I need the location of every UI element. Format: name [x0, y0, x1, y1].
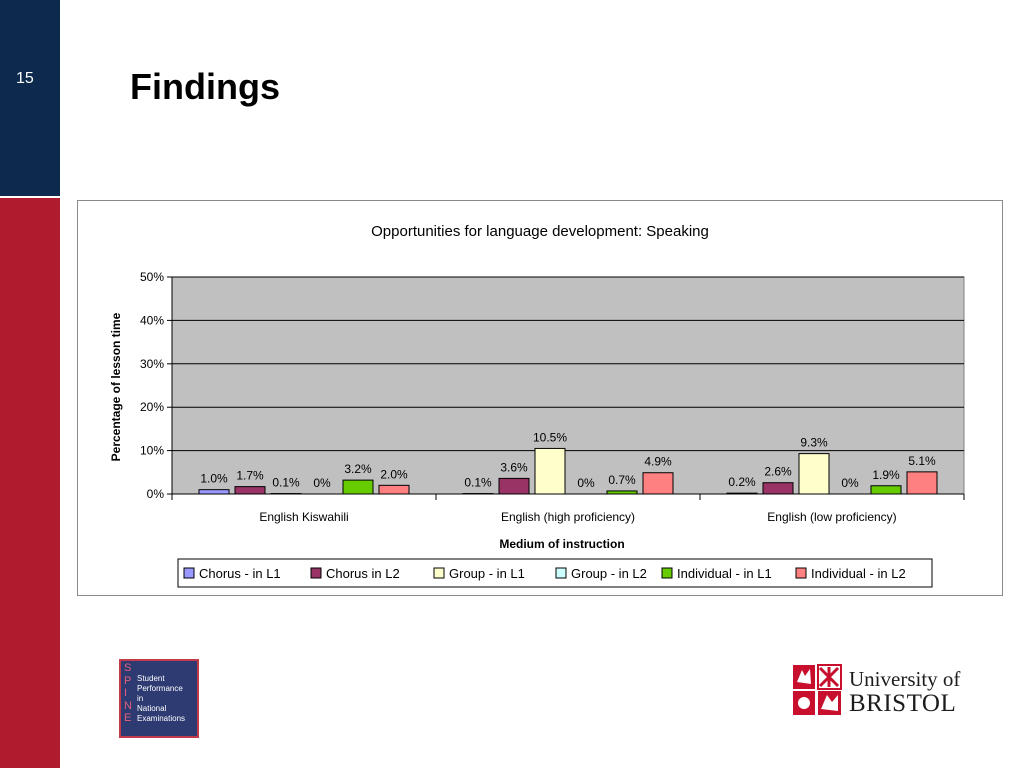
legend-swatch	[661, 567, 673, 579]
spine-letter: I	[124, 687, 128, 699]
data-label: 0%	[841, 476, 859, 490]
data-label: 1.9%	[872, 468, 900, 482]
bar	[498, 477, 530, 495]
legend-swatch	[183, 567, 195, 579]
plot-background	[171, 276, 965, 495]
legend-swatch	[310, 567, 322, 579]
data-label: 1.7%	[236, 469, 264, 483]
sidebar-bottom-band	[0, 198, 60, 768]
data-label: 0.2%	[728, 475, 756, 489]
spine-letter: E	[124, 712, 132, 724]
legend-entry: Group - in L1	[449, 566, 525, 581]
data-label: 1.0%	[200, 472, 228, 486]
legend-swatch	[433, 567, 445, 579]
spine-letter: P	[124, 674, 132, 687]
y-tick-label: 20%	[140, 400, 164, 414]
bristol-crest-icon	[793, 664, 842, 715]
y-tick-label: 50%	[140, 270, 164, 284]
x-tick-label: English (low proficiency)	[767, 510, 896, 524]
spine-word: Performance	[137, 684, 183, 693]
slide-number: 15	[16, 70, 34, 87]
plot-area: 0% 10% 20% 30% 40% 50% English Kiswahili 1.0% 1.…	[140, 270, 965, 524]
data-label: 4.9%	[644, 455, 672, 469]
y-tick-label: 10%	[140, 444, 164, 458]
y-tick-label: 0%	[147, 487, 165, 501]
bar	[906, 471, 938, 495]
sidebar-top-band	[0, 0, 60, 196]
data-label: 0%	[577, 476, 595, 490]
legend-entry: Group - in L2	[571, 566, 647, 581]
data-label: 0%	[313, 476, 331, 490]
data-label: 3.2%	[344, 462, 372, 476]
legend-entry: Individual - in L2	[811, 566, 906, 581]
x-tick-label: English (high proficiency)	[501, 510, 635, 524]
bristol-logo-line1: University of	[849, 667, 961, 691]
data-label: 0.1%	[272, 476, 300, 490]
legend-entry: Individual - in L1	[677, 566, 772, 581]
spine-logo-words: Student Performance in National Examinat…	[137, 674, 185, 724]
x-tick-label: English Kiswahili	[259, 510, 348, 524]
legend-swatch	[555, 567, 567, 579]
legend-swatch	[795, 567, 807, 579]
spine-word: in	[137, 694, 144, 703]
spine-word: Student	[137, 674, 165, 683]
bristol-logo-line2: BRISTOL	[849, 690, 957, 717]
data-label: 10.5%	[533, 430, 567, 444]
data-label: 3.6%	[500, 460, 528, 474]
bar-chart: Opportunities for language development: …	[109, 223, 965, 588]
bar	[606, 490, 638, 495]
university-of-bristol-logo: University of BRISTOL	[792, 664, 982, 720]
slide-title: Findings	[130, 66, 280, 107]
spine-letter: N	[124, 699, 132, 712]
bar	[642, 472, 674, 495]
data-label: 2.6%	[764, 465, 792, 479]
legend-entry: Chorus - in L1	[199, 566, 281, 581]
y-tick-label: 30%	[140, 357, 164, 371]
bar	[234, 486, 266, 495]
spine-logo-letters: S P I N E	[124, 662, 134, 725]
bar	[762, 482, 794, 495]
legend-entry: Chorus in L2	[326, 566, 400, 581]
data-label: 0.1%	[464, 476, 492, 490]
spine-logo: S P I N E Student Performance in Nationa…	[119, 659, 199, 738]
data-label: 2.0%	[380, 467, 408, 481]
spine-word: Examinations	[137, 714, 186, 723]
chart-legend: Chorus - in L1 Chorus in L2 Group - in L1 G…	[177, 558, 933, 588]
chart-title: Opportunities for language development: …	[371, 223, 709, 240]
spine-word: National	[137, 704, 167, 713]
bar	[870, 485, 902, 495]
y-tick-label: 40%	[140, 313, 164, 327]
spine-letter: S	[124, 662, 132, 674]
bar	[378, 484, 410, 495]
x-axis-label: Medium of instruction	[499, 537, 624, 551]
bar	[798, 453, 830, 495]
bar	[534, 447, 566, 495]
data-label: 0.7%	[608, 473, 636, 487]
bar	[342, 479, 374, 495]
data-label: 9.3%	[800, 436, 828, 450]
chart-frame: Opportunities for language development: …	[77, 200, 1003, 596]
bar	[198, 489, 230, 495]
bar	[726, 492, 758, 495]
data-label: 5.1%	[908, 454, 936, 468]
y-axis-label: Percentage of lesson time	[109, 312, 123, 461]
